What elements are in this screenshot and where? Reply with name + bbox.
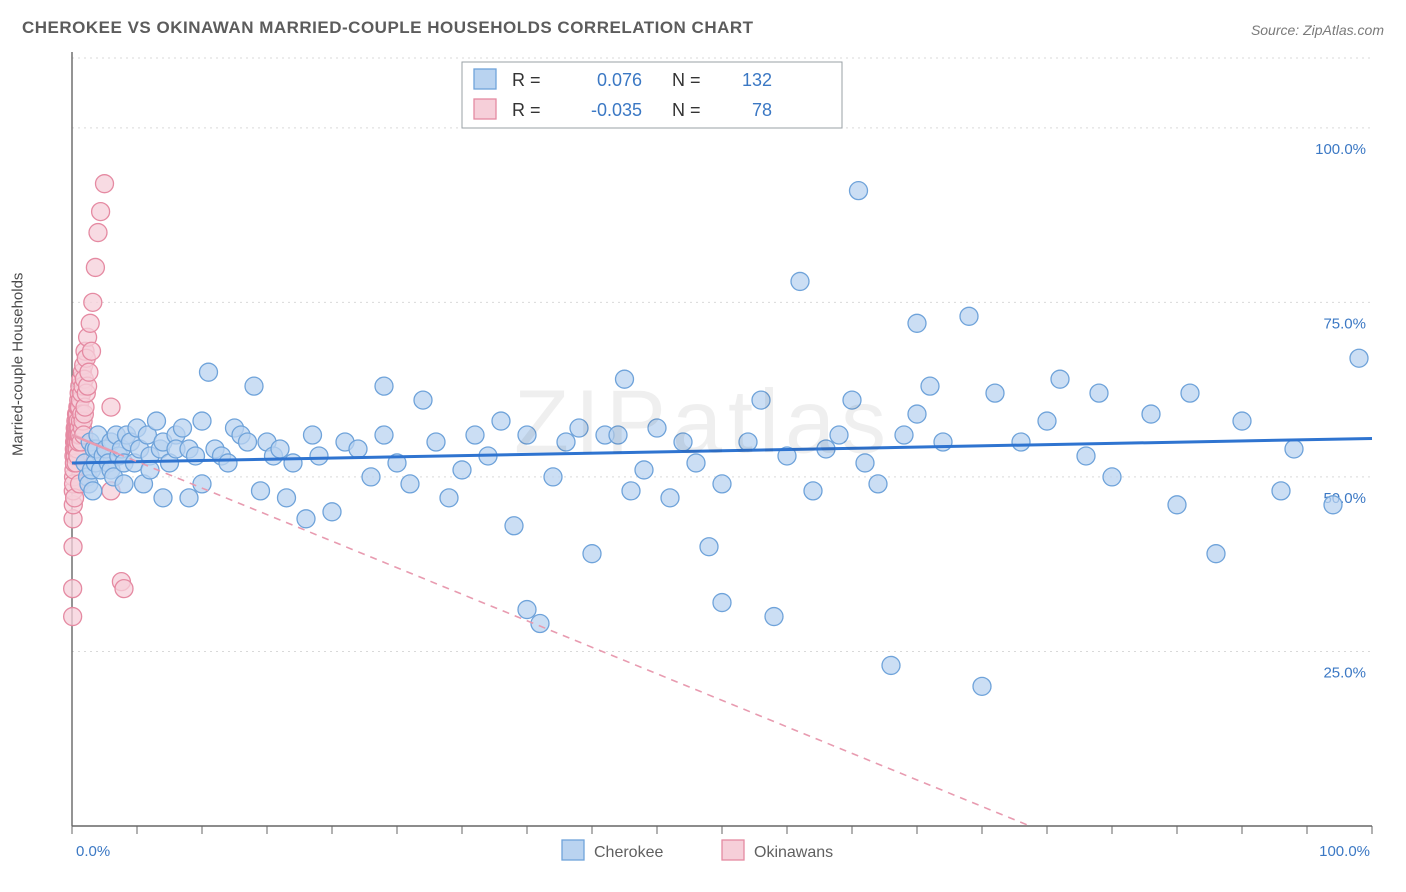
svg-text:-0.035: -0.035 [591, 100, 642, 120]
svg-text:25.0%: 25.0% [1323, 664, 1366, 681]
svg-text:Okinawans: Okinawans [754, 844, 833, 861]
svg-text:Cherokee: Cherokee [594, 844, 663, 861]
svg-text:0.076: 0.076 [597, 70, 642, 90]
svg-text:100.0%: 100.0% [1319, 843, 1370, 860]
svg-text:78: 78 [752, 100, 772, 120]
svg-text:132: 132 [742, 70, 772, 90]
scatter-chart: 25.0%50.0%75.0%100.0%0.0%100.0%R =0.076N… [22, 46, 1384, 866]
svg-text:R =: R = [512, 70, 541, 90]
svg-text:100.0%: 100.0% [1315, 141, 1366, 158]
svg-text:N =: N = [672, 70, 701, 90]
y-axis-label: Married-couple Households [10, 273, 27, 456]
chart-area: Married-couple Households 25.0%50.0%75.0… [22, 46, 1384, 866]
source-label: Source: ZipAtlas.com [1251, 22, 1384, 38]
chart-title: CHEROKEE VS OKINAWAN MARRIED-COUPLE HOUS… [22, 18, 754, 38]
svg-text:R =: R = [512, 100, 541, 120]
svg-text:N =: N = [672, 100, 701, 120]
svg-text:75.0%: 75.0% [1323, 315, 1366, 332]
svg-text:0.0%: 0.0% [76, 843, 110, 860]
